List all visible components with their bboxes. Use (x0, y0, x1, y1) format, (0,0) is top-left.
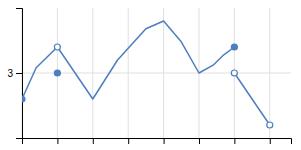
line (234, 73, 269, 125)
plot: 3 (7, 8, 291, 144)
tick (164, 138, 165, 144)
open-point (231, 70, 237, 76)
closed-point (22, 96, 25, 102)
line (22, 21, 234, 99)
closed-point (231, 44, 237, 50)
axis-line (16, 9, 23, 139)
y-axis: 3 (7, 9, 22, 139)
tick (128, 138, 129, 144)
tick (234, 138, 235, 144)
tick: 3 (7, 68, 22, 79)
tick-mark (199, 138, 200, 144)
tick (199, 138, 200, 144)
tick-mark (93, 138, 94, 144)
tick (270, 138, 271, 144)
tick-mark (57, 138, 58, 144)
tick (57, 138, 58, 144)
open-point (267, 122, 273, 128)
tick-label: 3 (7, 68, 13, 79)
chart: 3 (0, 0, 301, 150)
tick-mark (234, 138, 235, 144)
marks (22, 21, 273, 128)
x-axis (23, 138, 292, 144)
tick-mark (128, 138, 129, 144)
tick-mark (270, 138, 271, 144)
open-point (54, 44, 60, 50)
tick-mark (16, 73, 22, 74)
tick-mark (164, 138, 165, 144)
axis-line (23, 139, 292, 145)
grid (22, 8, 291, 138)
tick (93, 138, 94, 144)
grid-line (22, 73, 291, 74)
closed-point (54, 70, 60, 76)
